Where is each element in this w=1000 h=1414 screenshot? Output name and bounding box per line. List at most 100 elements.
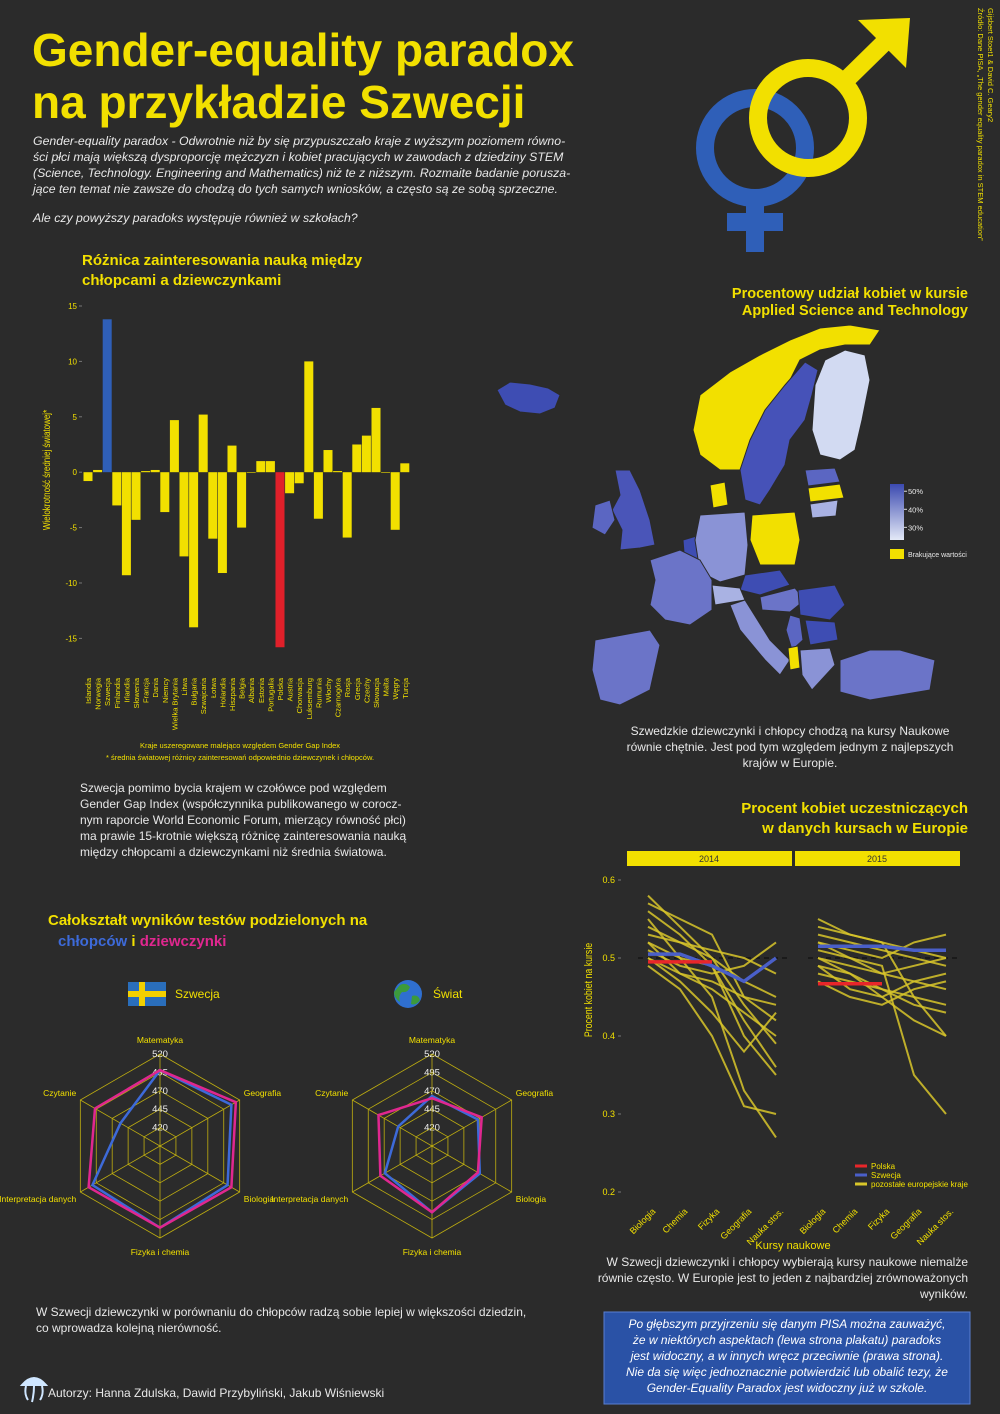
bar: [169, 420, 179, 473]
intro-text: Gender-equality paradox - Odwrotnie niż …: [33, 134, 565, 148]
bar: [93, 469, 103, 473]
x-tick-label: Dania: [151, 677, 160, 697]
bar: [313, 472, 323, 519]
bar-caption: Szwecja pomimo bycia krajem w czołówce p…: [80, 781, 387, 795]
bar: [371, 407, 381, 473]
line-caption: równie często. W Europie jest to jeden z…: [598, 1271, 968, 1285]
x-tick-label: Finlandia: [113, 677, 122, 708]
x-tick-label: Francja: [142, 677, 151, 703]
series-line: [817, 933, 947, 967]
x-tick-label: Rumunia: [314, 677, 323, 708]
y-tick-label: 0: [73, 468, 78, 477]
x-tick-label: Węgry: [391, 678, 400, 700]
radar-axis-label: Geografia: [244, 1088, 282, 1098]
bar: [265, 461, 275, 473]
gender-symbols: [696, 18, 910, 252]
x-tick-label: Holandia: [218, 677, 227, 707]
x-tick-label: Chorwacja: [295, 677, 304, 713]
bar: [227, 445, 237, 473]
x-tick-label: Łotwa: [209, 677, 218, 698]
bar: [179, 472, 189, 557]
logo-icon: [19, 1377, 49, 1403]
bar: [294, 472, 304, 484]
radar-axis-label: Czytanie: [43, 1088, 76, 1098]
series-line: [817, 964, 947, 999]
bar: [256, 461, 266, 473]
x-tick-label: Niemcy: [161, 678, 170, 703]
y-axis-label: Wielokrotność średniej światowej*: [41, 409, 52, 530]
panel-label: 2015: [867, 854, 887, 864]
x-tick-label: Rosja: [343, 677, 352, 697]
radar-spoke: [352, 1145, 433, 1193]
y-tick-label: 10: [68, 357, 77, 366]
map-caption: równie chętnie. Jest pod tym względem je…: [627, 740, 954, 754]
globe-icon: [394, 980, 422, 1008]
radar-axis-label: Fizyka i chemia: [403, 1247, 462, 1257]
panel-label: 2014: [699, 854, 719, 864]
bar: [333, 471, 343, 473]
legend-entry: dziewczynki: [140, 933, 227, 950]
radar-axis-label: Fizyka i chemia: [131, 1247, 190, 1257]
y-tick-label: 0.2: [602, 1187, 615, 1197]
y-tick-label: -5: [70, 524, 78, 533]
scale-label: 40%: [908, 505, 923, 514]
missing-label: Brakujące wartości: [908, 552, 967, 559]
series-line: [647, 925, 777, 975]
bar: [352, 444, 362, 473]
main-title: na przykładzie Szwecji: [32, 76, 525, 128]
bar: [131, 472, 141, 520]
radar-spoke: [352, 1099, 433, 1147]
legend-label: Szwecja: [871, 1171, 901, 1180]
x-tick-label: Litwa: [180, 677, 189, 695]
series-line: [647, 902, 777, 1022]
x-tick-label: Polska: [276, 677, 285, 700]
series-line: [647, 894, 777, 1045]
series-line: [817, 949, 947, 1115]
radar-axis-label: Biologia: [516, 1194, 547, 1204]
series-line: [818, 944, 946, 952]
bar: [400, 463, 410, 473]
x-tick-label: Turcja: [401, 677, 410, 698]
panel-header: [795, 851, 960, 866]
series-line: [817, 925, 947, 959]
bar-caption: Gender Gap Index (współczynnika publikow…: [80, 797, 402, 811]
bar: [390, 472, 400, 530]
series-line: [647, 964, 777, 1115]
line-caption: W Szwecji dziewczynki i chłopcy wybieraj…: [607, 1255, 969, 1269]
radar-spoke: [159, 1099, 240, 1147]
x-tick-label: Czarnogóra: [334, 677, 343, 717]
radar-title: Świat: [433, 986, 463, 1001]
x-tick-label: Estonia: [257, 677, 266, 703]
map-title: Applied Science and Technology: [742, 303, 968, 319]
source-note: Źródło: Dane PISA, „The gender equality …: [976, 8, 985, 241]
chart-note: * średnia światowej różnicy zainteresowa…: [106, 753, 374, 762]
conclusion-box: [603, 1311, 971, 1405]
intro-text: (Science, Technology. Engineering and Ma…: [33, 166, 570, 180]
bar: [208, 472, 218, 539]
scale-label: 30%: [908, 523, 923, 532]
radar-series: [87, 1068, 238, 1230]
source-note: Gijsbert Stoet1 & David C. Geary2: [986, 8, 995, 122]
series-line: [647, 957, 777, 1006]
bar: [198, 414, 208, 473]
missing-swatch: [890, 549, 904, 559]
y-tick-label: 0.3: [602, 1109, 615, 1119]
x-tick-label: Belgia: [238, 677, 247, 699]
map-title: Procentowy udział kobiet w kursie: [732, 286, 968, 302]
radar-title: Szwecja: [175, 987, 220, 1001]
series-line: [817, 964, 947, 1006]
bar: [304, 361, 314, 473]
y-tick-label: 0.5: [602, 953, 615, 963]
series-line: [647, 918, 777, 1138]
chart-title: Różnica zainteresowania nauką między: [82, 252, 363, 269]
sweden-flag: [128, 982, 166, 1006]
x-tick-label: Portugalia: [266, 677, 275, 712]
bar: [217, 472, 227, 574]
legend-entry: chłopców: [58, 933, 128, 950]
conclusion-text: Nie da się więc jednoznacznie potwierdzi…: [626, 1365, 948, 1379]
main-title: Gender-equality paradox: [32, 24, 574, 76]
question: Ale czy powyższy paradoks występuje równ…: [32, 211, 358, 225]
chart-note: Kraje uszeregowane malejąco względem Gen…: [140, 741, 340, 750]
radar-caption: W Szwecji dziewczynki w porównaniu do ch…: [36, 1305, 526, 1319]
